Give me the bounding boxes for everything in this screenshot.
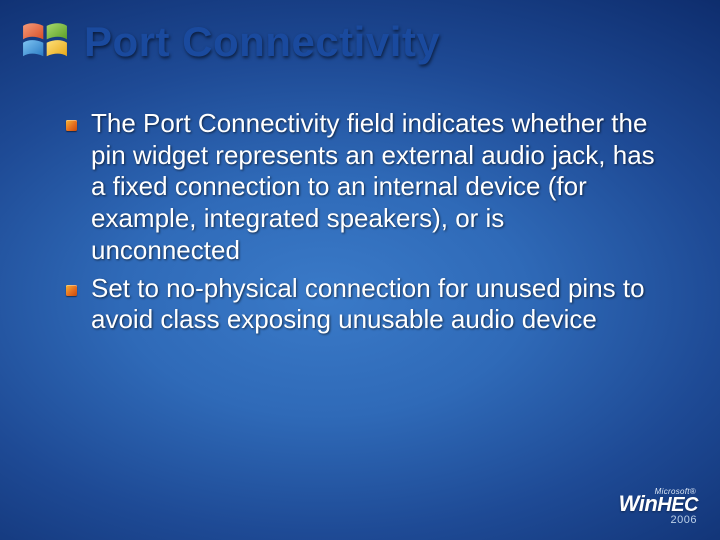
bullet-icon — [66, 120, 77, 131]
bullet-item: Set to no-physical connection for unused… — [66, 273, 660, 336]
slide-title: Port Connectivity — [84, 18, 440, 66]
footer-brand-main: WinHEC — [619, 494, 698, 514]
slide: Port Connectivity The Port Connectivity … — [0, 0, 720, 540]
bullet-icon — [66, 285, 77, 296]
bullet-item: The Port Connectivity field indicates wh… — [66, 108, 660, 267]
bullet-text: Set to no-physical connection for unused… — [91, 273, 660, 336]
windows-logo-icon — [18, 14, 72, 68]
footer-logo: Microsoft® WinHEC 2006 — [619, 487, 698, 526]
content-area: The Port Connectivity field indicates wh… — [66, 108, 660, 342]
bullet-text: The Port Connectivity field indicates wh… — [91, 108, 660, 267]
